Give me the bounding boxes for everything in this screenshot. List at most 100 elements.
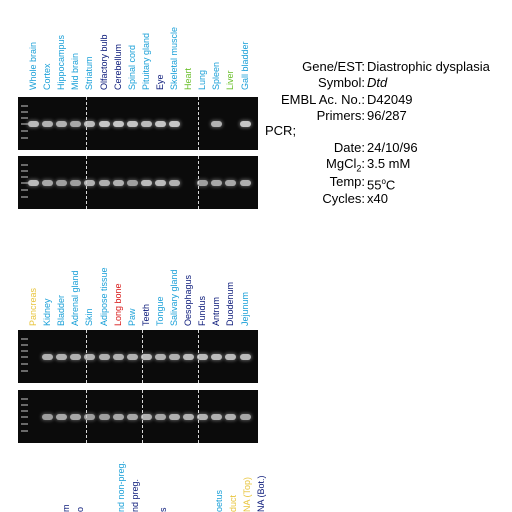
lane-label: Oesophagus <box>183 274 194 326</box>
ladder-mark <box>21 344 28 346</box>
temp-degree: o <box>381 177 386 186</box>
lane-label: Skin <box>84 308 95 326</box>
lane-divider <box>198 97 199 150</box>
pcr-band <box>42 180 54 186</box>
gel-panel-top-2 <box>18 156 258 209</box>
ladder-mark <box>21 176 28 178</box>
primers-key: Primers: <box>316 108 365 123</box>
ladder-mark <box>21 182 28 184</box>
ladder-mark <box>21 117 28 119</box>
pcr-band <box>112 180 124 186</box>
lane-label: Eye <box>154 74 165 90</box>
pcr-band <box>42 414 54 420</box>
pcr-band <box>98 414 110 420</box>
ladder-mark <box>21 189 28 191</box>
pcr-band <box>98 180 110 186</box>
ladder-mark <box>21 338 28 340</box>
pcr-band <box>197 180 209 186</box>
pcr-band <box>225 354 237 360</box>
pcr-band <box>126 180 138 186</box>
ladder-mark <box>21 196 28 198</box>
pcr-band <box>169 354 180 360</box>
lane-label: Adrenal gland <box>70 270 81 326</box>
lane-label: NA (Bot.) <box>256 475 266 512</box>
embl-value: D42049 <box>367 92 413 107</box>
pcr-band <box>70 354 82 360</box>
pcr-band <box>154 414 166 420</box>
lane-label: Fundus <box>197 295 208 326</box>
ladder-mark <box>21 105 28 107</box>
ladder-mark <box>21 130 28 132</box>
ladder-mark <box>21 370 28 372</box>
pcr-band <box>84 121 96 127</box>
ladder-mark <box>21 416 28 418</box>
pcr-band <box>239 121 251 127</box>
ladder-mark <box>21 137 28 139</box>
ladder-mark <box>21 123 28 125</box>
temp-value: 55oC <box>367 174 395 192</box>
lane-label: Pancreas <box>28 287 38 326</box>
ladder-mark <box>21 111 28 113</box>
mgcl-colon: : <box>361 156 365 171</box>
lane-label: Pituitary gland <box>140 32 151 90</box>
pcr-band <box>126 354 138 360</box>
lane-label: Salivary gland <box>169 269 179 326</box>
pcr-band <box>154 354 166 360</box>
lane-label: Jejunum <box>239 291 250 326</box>
pcr-band <box>197 414 209 420</box>
lane-label: Antrum <box>211 296 222 326</box>
lane-label: NA (Top) <box>242 476 252 512</box>
lane-label: Tongue <box>154 296 165 326</box>
lane-label: Hippocampus <box>56 34 67 90</box>
ladder-mark <box>21 398 28 400</box>
ladder-mark <box>21 170 28 172</box>
mgcl-key: MgCl2: <box>165 156 365 177</box>
pcr-band <box>140 414 152 420</box>
pcr-band <box>183 354 195 360</box>
lane-label: Long bone <box>112 283 123 326</box>
lane-label: Mid brain <box>70 52 81 90</box>
lane-label: oetus <box>214 489 224 512</box>
mgcl-value: 3.5 mM <box>367 156 411 171</box>
symbol-value: Dtd <box>367 75 388 90</box>
lane-label: Adipose tissue <box>98 267 109 326</box>
pcr-band <box>28 180 39 186</box>
pcr-band <box>42 354 54 360</box>
pcr-band <box>211 180 223 186</box>
lane-label: o <box>75 506 85 512</box>
pcr-band <box>211 121 223 127</box>
pcr-band <box>56 354 68 360</box>
pcr-band <box>239 354 251 360</box>
pcr-band <box>56 180 68 186</box>
lane-label: Cortex <box>42 63 53 90</box>
pcr-band <box>112 354 124 360</box>
pcr-band <box>56 121 68 127</box>
lane-label: Cerebellum <box>112 43 123 90</box>
temp-key: Temp: <box>329 174 365 189</box>
lane-label: s <box>158 507 168 512</box>
date-value: 24/10/96 <box>367 140 418 155</box>
embl-key: EMBL Ac. No.: <box>280 92 365 107</box>
lane-label: Whole brain <box>28 41 38 90</box>
gel-panel-mid-1 <box>18 330 258 383</box>
symbol-key: Symbol: <box>318 75 365 90</box>
pcr-band <box>140 354 152 360</box>
lane-label: Striatum <box>84 56 95 90</box>
pcr-band <box>169 121 180 127</box>
pcr-band <box>211 414 223 420</box>
lane-label: Kidney <box>42 298 53 326</box>
lane-label: Teeth <box>140 303 151 326</box>
mgcl-subscript: 2 <box>356 163 362 174</box>
pcr-band <box>112 121 124 127</box>
pcr-band <box>98 354 110 360</box>
pcr-band <box>197 354 209 360</box>
lane-label: Olfactory bulb <box>98 34 109 90</box>
pcr-band <box>70 414 82 420</box>
ladder-mark <box>21 404 28 406</box>
date-key: Date: <box>333 140 365 155</box>
lane-label: nd non-preg. <box>116 460 126 512</box>
pcr-band <box>154 180 166 186</box>
pcr-band <box>140 121 152 127</box>
lane-label: duct <box>228 494 238 512</box>
cycles-value: x40 <box>367 191 388 206</box>
